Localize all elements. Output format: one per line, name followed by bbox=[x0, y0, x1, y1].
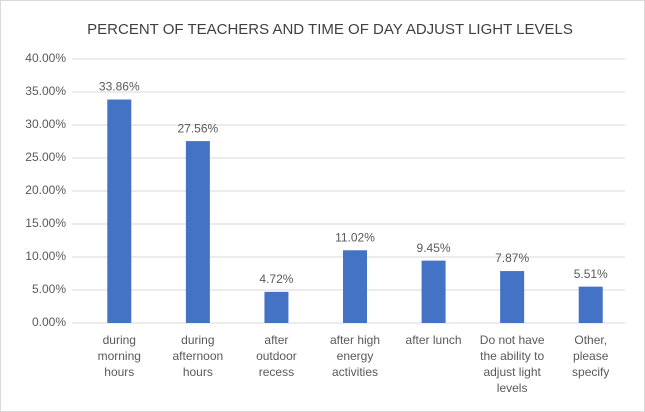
x-tick-label-box: after high energy activities bbox=[329, 333, 381, 379]
bar bbox=[343, 250, 367, 323]
y-tick-label: 35.00% bbox=[25, 84, 66, 98]
bar bbox=[578, 286, 603, 323]
y-tick-label: 10.00% bbox=[25, 249, 66, 263]
x-tick-label-box: Do not have the ability to adjust light … bbox=[479, 333, 545, 395]
bar bbox=[421, 260, 446, 323]
x-tick-label: during morning hours bbox=[97, 333, 141, 379]
y-tick-label: 40.00% bbox=[25, 51, 66, 65]
data-label: 4.72% bbox=[259, 272, 293, 286]
x-tick-label: during afternoon hours bbox=[172, 333, 224, 379]
data-label: 9.45% bbox=[417, 241, 451, 255]
data-label: 33.86% bbox=[99, 80, 140, 94]
x-tick-label-box: during morning hours bbox=[97, 333, 141, 379]
x-tick-label-box: Other, please specify bbox=[572, 333, 610, 379]
data-label: 11.02% bbox=[335, 230, 375, 244]
x-tick-label-box: during afternoon hours bbox=[172, 333, 224, 379]
y-tick-label: 15.00% bbox=[25, 216, 66, 230]
data-label: 7.87% bbox=[495, 251, 529, 265]
data-label: 27.56% bbox=[178, 121, 219, 135]
bar bbox=[107, 99, 132, 323]
y-tick-label: 25.00% bbox=[25, 150, 66, 164]
x-tick-label: after high energy activities bbox=[329, 333, 381, 379]
y-tick-label: 5.00% bbox=[32, 282, 66, 296]
y-tick-label: 0.00% bbox=[32, 315, 66, 329]
x-tick-label-box: after outdoor recess bbox=[256, 333, 297, 379]
x-tick-label: Do not have the ability to adjust light … bbox=[479, 333, 545, 395]
bar bbox=[264, 291, 289, 323]
y-tick-label: 30.00% bbox=[25, 117, 66, 131]
x-tick-label: after lunch bbox=[405, 333, 462, 347]
x-tick-label-box: after lunch bbox=[405, 333, 462, 347]
bar bbox=[185, 141, 210, 323]
chart-title: PERCENT OF TEACHERS AND TIME OF DAY ADJU… bbox=[87, 21, 573, 38]
data-label: 5.51% bbox=[574, 267, 608, 281]
bar bbox=[500, 271, 525, 323]
y-tick-label: 20.00% bbox=[25, 183, 66, 197]
x-tick-label: Other, please specify bbox=[572, 333, 610, 379]
x-tick-label: after outdoor recess bbox=[256, 333, 297, 379]
